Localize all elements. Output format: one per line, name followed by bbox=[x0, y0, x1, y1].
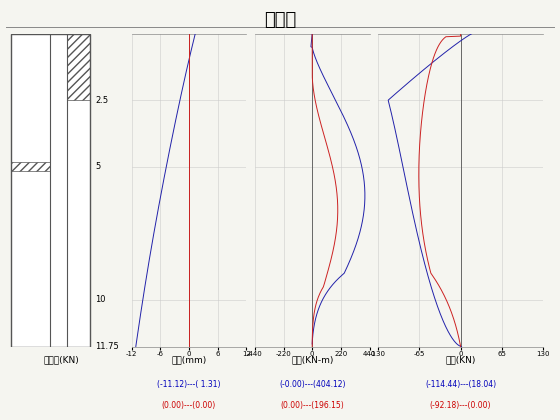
Bar bbox=[67, 34, 90, 100]
Text: (-114.44)---(18.04): (-114.44)---(18.04) bbox=[425, 380, 496, 389]
Text: 10: 10 bbox=[95, 295, 106, 304]
Text: 11.75: 11.75 bbox=[95, 342, 119, 351]
Text: (0.00)---(0.00): (0.00)---(0.00) bbox=[162, 401, 216, 410]
Text: 位移(mm): 位移(mm) bbox=[171, 355, 207, 364]
Bar bbox=[11, 162, 50, 171]
Text: 弯矩(KN-m): 弯矩(KN-m) bbox=[291, 355, 333, 364]
Bar bbox=[11, 34, 90, 346]
Text: (-92.18)---(0.00): (-92.18)---(0.00) bbox=[430, 401, 491, 410]
Text: 剪力(KN): 剪力(KN) bbox=[445, 355, 476, 364]
Text: 5: 5 bbox=[95, 162, 100, 171]
Text: 包络图: 包络图 bbox=[264, 10, 296, 29]
Text: (0.00)---(196.15): (0.00)---(196.15) bbox=[281, 401, 344, 410]
Text: 支反力(KN): 支反力(KN) bbox=[44, 355, 80, 364]
Text: (-0.00)---(404.12): (-0.00)---(404.12) bbox=[279, 380, 346, 389]
Text: (-11.12)---( 1.31): (-11.12)---( 1.31) bbox=[157, 380, 221, 389]
Text: 2.5: 2.5 bbox=[95, 96, 108, 105]
